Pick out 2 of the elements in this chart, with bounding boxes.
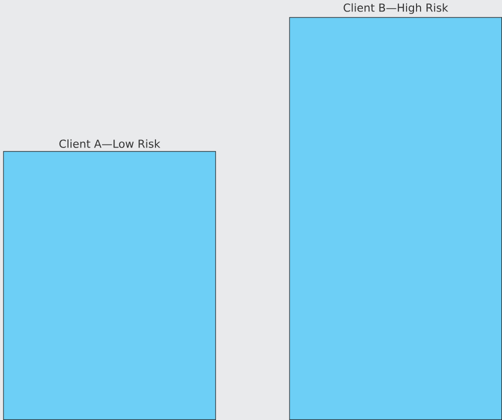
x-tick-label: Client B—High Risk: [344, 3, 448, 14]
x-tick-label: Client A—Low Risk: [59, 139, 160, 148]
